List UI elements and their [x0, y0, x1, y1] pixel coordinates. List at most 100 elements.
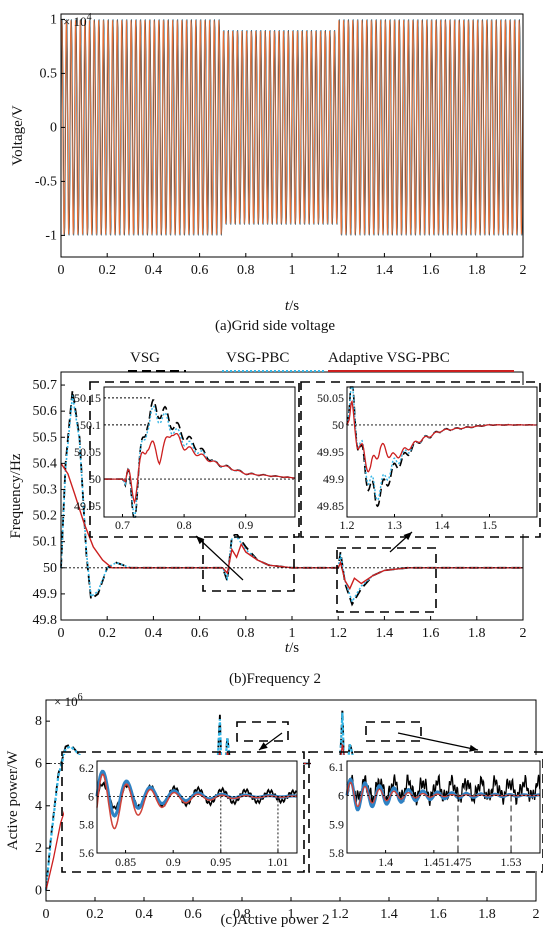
b-xtick-label: 2	[520, 626, 527, 641]
b-inset2-xtick-label: 1.5	[482, 518, 497, 532]
c-inset1-ytick-label: 5.8	[79, 818, 94, 832]
b-xtick-label: 1	[289, 626, 296, 641]
c-xtick-label: 1.6	[429, 907, 447, 922]
c-multiplier-exp: 6	[78, 692, 83, 703]
b-inset1-ytick-label: 50.15	[74, 391, 101, 405]
b-zoom-box-2	[336, 547, 437, 613]
c-inset1-xtick-label: 0.85	[115, 855, 136, 869]
c-ytick-label: 8	[35, 714, 42, 729]
c-inset2-ytick-label: 5.9	[329, 817, 344, 831]
b-inset1-bg	[94, 385, 295, 534]
b-legend-label: VSG-PBC	[226, 350, 289, 366]
c-xtick-label: 1.2	[331, 907, 349, 922]
b-arrow-1	[195, 535, 244, 581]
b-inset2-ytick-label: 50	[332, 418, 344, 432]
b-xtick-label: 0.6	[191, 626, 209, 641]
b-ytick-label: 50.2	[33, 509, 58, 524]
b-inset1-ytick-label: 50.05	[74, 445, 101, 459]
c-inset2-xtick-label: 1.45	[423, 855, 444, 869]
b-xlabel-unit: /s	[289, 640, 299, 656]
a-ytick-label: -0.5	[35, 174, 57, 189]
b-arrow-2-head	[403, 532, 412, 541]
b-inset1-xtick-label: 0.8	[177, 518, 192, 532]
c-inset1-xtick-label: 0.9	[166, 855, 181, 869]
b-zoom-box-1	[202, 529, 295, 592]
b-arrow-1-head	[196, 536, 205, 545]
c-xtick-label: 1	[288, 907, 295, 922]
c-arrow-2-head	[469, 744, 478, 752]
b-xtick-label: 0.8	[237, 626, 255, 641]
b-inset2-bg	[303, 385, 537, 534]
b-inset1-dash	[89, 381, 300, 538]
b-ytick-label: 50.7	[33, 378, 58, 393]
b-ytick-label: 49.9	[33, 587, 58, 602]
a-xlabel: t/s	[285, 298, 299, 314]
b-inset2-series	[346, 399, 537, 473]
c-arrow-1-head	[259, 742, 268, 750]
b-inset2-xtick-label: 1.2	[340, 518, 355, 532]
b-xtick-label: 0.4	[145, 626, 163, 641]
a-ytick-label: 1	[50, 12, 57, 27]
c-inset1-frame	[96, 760, 298, 854]
c-inset2-bg	[311, 755, 542, 871]
b-inset1-ytick-label: 49.95	[74, 499, 101, 513]
c-inset2-xtick-label: 1.475	[444, 855, 471, 869]
b-inset1-xtick-label: 0.7	[115, 518, 130, 532]
b-xlabel-var: t	[285, 640, 290, 656]
a-xtick-label: 0	[58, 263, 65, 278]
c-xtick-label: 2	[533, 907, 540, 922]
c-xtick-label: 1.4	[380, 907, 398, 922]
b-inset2-xtick-label: 1.3	[387, 518, 402, 532]
c-inset1-series	[96, 773, 297, 830]
b-inset2-ytick-label: 50.05	[317, 391, 344, 405]
c-xtick-label: 1.8	[478, 907, 496, 922]
b-inset2-ytick-label: 49.9	[323, 472, 344, 486]
b-series-1	[60, 395, 523, 604]
c-inset1-bg	[64, 755, 303, 871]
c-ytick-label: 6	[35, 756, 42, 771]
c-inset1-ytick-label: 5.6	[79, 846, 94, 860]
c-inset1-xtick-label: 0.95	[210, 855, 231, 869]
b-ytick-label: 50.1	[33, 535, 58, 550]
c-inset2-ytick-label: 6	[338, 789, 344, 803]
a-ylabel: Voltage/V	[10, 105, 26, 166]
a-ytick-label: -1	[45, 228, 57, 243]
b-xtick-label: 0	[58, 626, 65, 641]
b-series-2	[60, 463, 523, 591]
b-xtick-label: 1.4	[376, 626, 394, 641]
b-inset2-ytick-label: 49.95	[317, 445, 344, 459]
c-inset1-ytick-label: 6	[88, 789, 94, 803]
c-inset1-xtick-label: 1.01	[267, 855, 288, 869]
b-ytick-label: 50	[43, 561, 57, 576]
a-xtick-label: 1.6	[422, 263, 440, 278]
c-ylabel: Active power/W	[5, 750, 21, 850]
b-ytick-label: 49.8	[33, 613, 58, 628]
c-xtick-label: 0.8	[233, 907, 251, 922]
a-caption: (a)Grid side voltage	[215, 318, 335, 334]
b-legend-label: VSG	[130, 350, 160, 366]
b-inset2-ytick-label: 49.85	[317, 499, 344, 513]
a-multiplier: × 104	[63, 12, 92, 29]
c-series-1	[44, 712, 537, 891]
b-ylabel: Frequency/Hz	[8, 453, 24, 538]
a-ytick-label: 0	[50, 120, 57, 135]
b-inset1-xtick-label: 0.9	[238, 518, 253, 532]
c-multiplier: × 106	[54, 692, 83, 709]
c-zoom-box-2	[365, 721, 422, 742]
c-inset2-xtick-label: 1.4	[378, 855, 393, 869]
c-inset2-frame	[346, 760, 541, 854]
c-xtick-label: 0	[43, 907, 50, 922]
a-xtick-label: 0.2	[98, 263, 116, 278]
a-xtick-label: 0.4	[145, 263, 163, 278]
b-ytick-label: 50.3	[33, 482, 58, 497]
b-inset1-series	[104, 405, 295, 518]
b-inset1-ytick-label: 50	[89, 472, 101, 486]
c-xtick-label: 0.4	[135, 907, 153, 922]
b-xtick-label: 0.2	[98, 626, 116, 641]
c-inset1-dash	[61, 751, 305, 873]
b-legend-label: Adaptive VSG-PBC	[328, 350, 450, 366]
c-zoom-box-1	[236, 721, 289, 742]
c-ytick-label: 0	[35, 883, 42, 898]
b-inset2-dash	[300, 381, 541, 538]
